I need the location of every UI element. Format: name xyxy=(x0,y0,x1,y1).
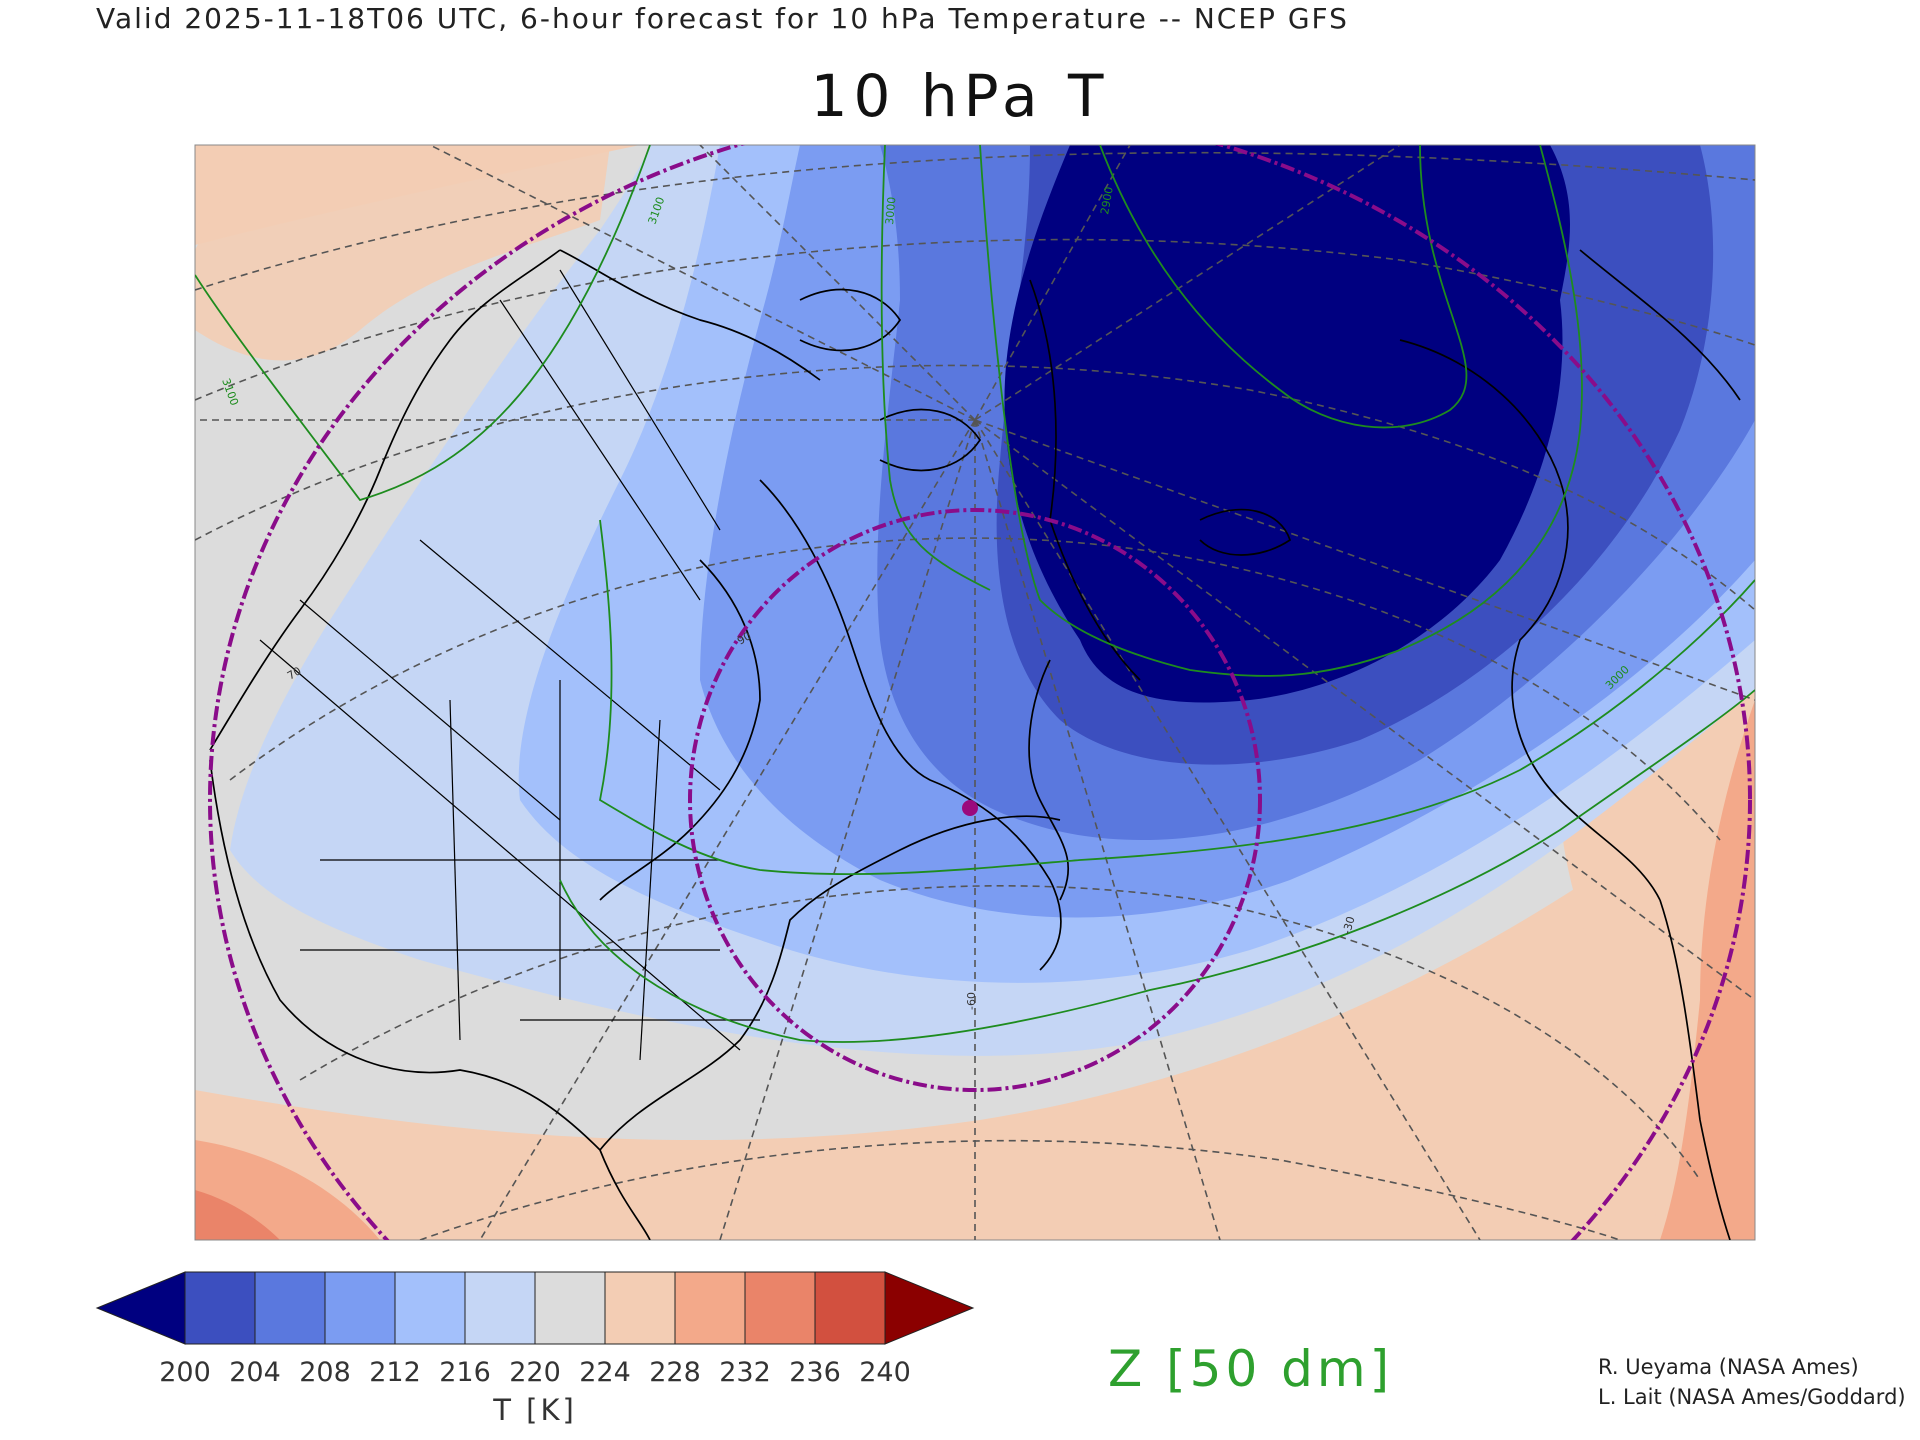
colorbar-swatch xyxy=(324,1271,396,1345)
colorbar-units: T [K] xyxy=(493,1393,577,1427)
colorbar-swatch xyxy=(814,1271,886,1345)
colorbar-tick-label: 240 xyxy=(859,1357,911,1388)
graticule-label: 70 xyxy=(285,664,304,682)
height-contours xyxy=(195,145,1755,1043)
graticule-labels: -30 -60 70 90 xyxy=(285,629,1358,1010)
credit-line-2: L. Lait (NASA Ames/Goddard) xyxy=(1598,1385,1906,1409)
graticule-label: -30 xyxy=(1340,915,1357,936)
graticule-lines xyxy=(195,145,1755,1240)
colorbar-swatch xyxy=(534,1271,606,1345)
colorbar xyxy=(95,1271,975,1345)
graticule-label: 90 xyxy=(735,629,754,647)
height-legend-label: Z [50 dm] xyxy=(1108,1340,1394,1398)
political-borders xyxy=(259,269,760,1061)
colorbar-low-triangle xyxy=(95,1271,186,1345)
colorbar-swatch xyxy=(184,1271,256,1345)
colorbar-tick-label: 220 xyxy=(509,1357,561,1388)
colorbar-tick-label: 236 xyxy=(789,1357,841,1388)
colorbar-swatch xyxy=(254,1271,326,1345)
colorbar-tick-label: 228 xyxy=(649,1357,701,1388)
valid-time-header: Valid 2025-11-18T06 UTC, 6-hour forecast… xyxy=(96,2,1349,35)
colorbar-tick-label: 212 xyxy=(369,1357,421,1388)
colorbar-swatch xyxy=(394,1271,466,1345)
colorbar-swatch xyxy=(744,1271,816,1345)
colorbar-tick-label: 224 xyxy=(579,1357,631,1388)
colorbar-tick-label: 232 xyxy=(719,1357,771,1388)
range-rings xyxy=(208,145,1752,1240)
colorbar-tick-label: 204 xyxy=(229,1357,281,1388)
colorbar-tick-label: 216 xyxy=(439,1357,491,1388)
map-title: 10 hPa T xyxy=(810,62,1110,130)
colorbar-swatch xyxy=(604,1271,676,1345)
graticule-label: -60 xyxy=(965,992,978,1010)
coastlines xyxy=(209,249,1741,1240)
colorbar-high-triangle xyxy=(884,1271,975,1345)
temperature-field xyxy=(195,145,1755,1240)
colorbar-tick-label: 208 xyxy=(299,1357,351,1388)
contour-label: 3000 xyxy=(883,196,898,225)
colorbar-swatch xyxy=(464,1271,536,1345)
colorbar-swatch xyxy=(674,1271,746,1345)
contour-label: 2900 xyxy=(1098,186,1116,216)
credit-line-1: R. Ueyama (NASA Ames) xyxy=(1598,1355,1859,1379)
colorbar-tick-label: 200 xyxy=(159,1357,211,1388)
location-marker-icon xyxy=(962,800,978,816)
